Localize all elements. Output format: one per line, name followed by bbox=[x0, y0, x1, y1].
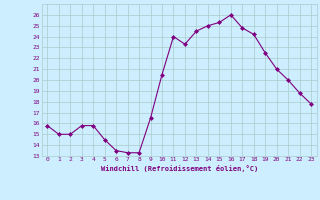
X-axis label: Windchill (Refroidissement éolien,°C): Windchill (Refroidissement éolien,°C) bbox=[100, 165, 258, 172]
